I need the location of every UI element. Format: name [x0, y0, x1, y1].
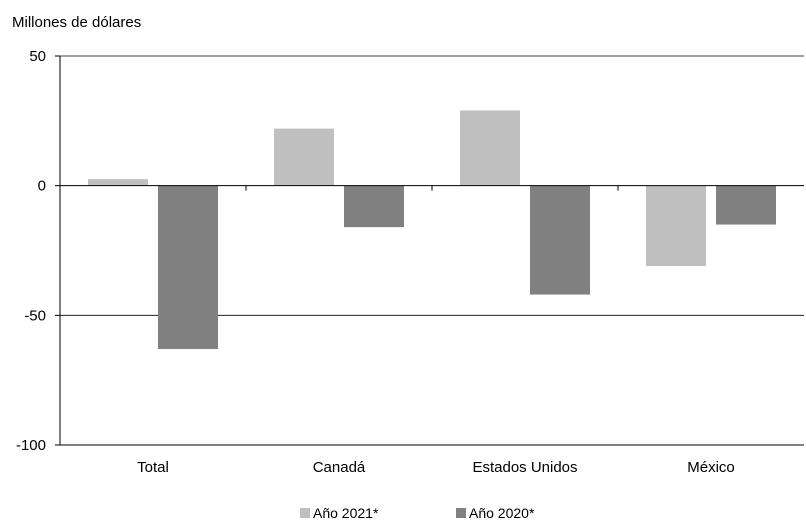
y-tick-label: -100 — [16, 437, 46, 454]
legend-label-ano-2020: Año 2020* — [469, 505, 535, 521]
bar-mexico-ano-2020 — [716, 185, 776, 225]
x-tick-label-estados-unidos: Estados Unidos — [472, 459, 577, 476]
legend: Año 2021* Año 2020* — [300, 505, 535, 521]
bars — [88, 110, 776, 350]
y-tick-label: -50 — [24, 307, 46, 324]
y-axis-title: Millones de dólares — [12, 14, 141, 31]
bar-total-ano-2020 — [158, 185, 218, 350]
legend-swatch-ano-2020 — [456, 508, 466, 518]
y-tick-labels: 50 0 -50 -100 — [16, 48, 46, 454]
legend-label-ano-2021: Año 2021* — [313, 505, 379, 521]
x-tick-label-canada: Canadá — [313, 459, 366, 476]
bar-total-ano-2021 — [88, 179, 148, 186]
bar-canada-ano-2021 — [274, 128, 334, 186]
y-tick-label: 50 — [29, 48, 46, 65]
bar-canada-ano-2020 — [344, 185, 404, 228]
axes — [55, 55, 804, 446]
legend-swatch-ano-2021 — [300, 508, 310, 518]
bar-estados-unidos-ano-2021 — [460, 110, 520, 186]
x-tick-label-total: Total — [137, 459, 169, 476]
y-tick-label: 0 — [38, 178, 46, 195]
x-tick-label-mexico: México — [687, 459, 735, 476]
x-tick-labels: Total Canadá Estados Unidos México — [137, 459, 735, 476]
bar-estados-unidos-ano-2020 — [530, 185, 590, 295]
bar-mexico-ano-2021 — [646, 185, 706, 267]
